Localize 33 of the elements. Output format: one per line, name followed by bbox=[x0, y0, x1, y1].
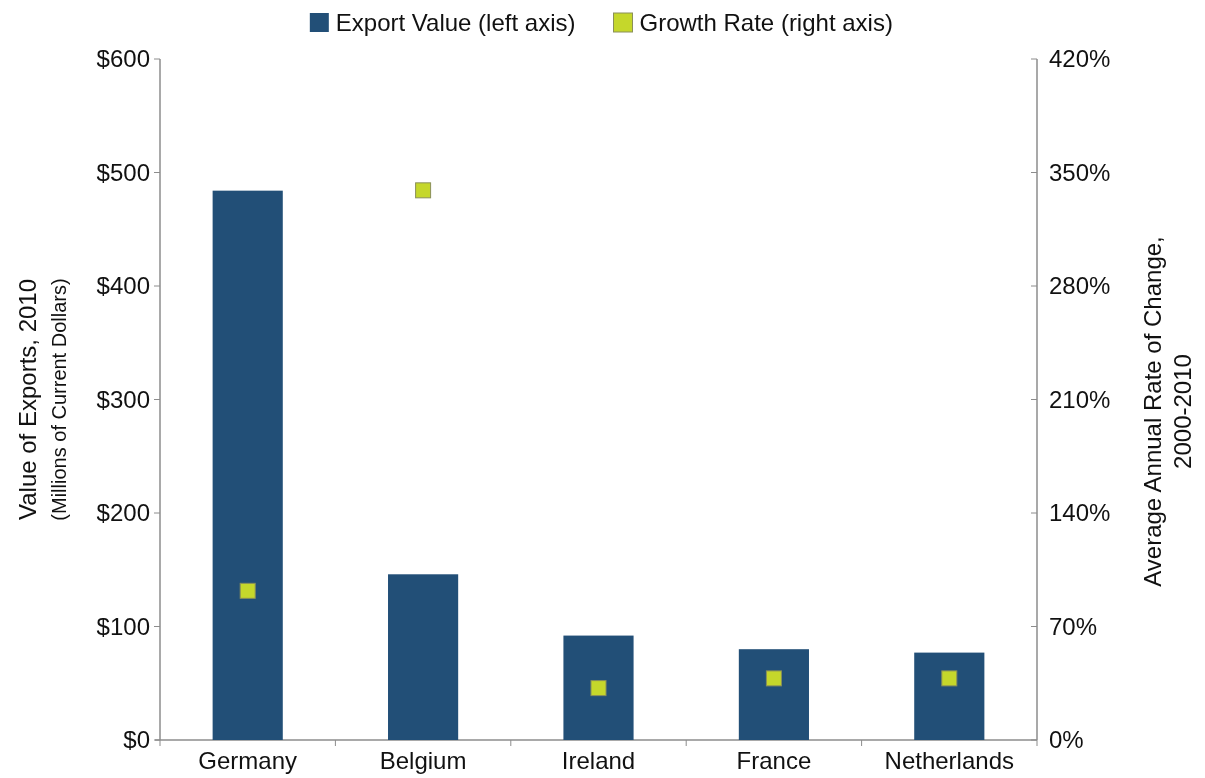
y2-tick-label: 280% bbox=[1049, 272, 1111, 300]
y2-tick-label: 70% bbox=[1049, 612, 1098, 640]
x-tick-label: Germany bbox=[198, 747, 298, 774]
y2-tick-label: 420% bbox=[1049, 45, 1111, 73]
x-tick-label: Netherlands bbox=[884, 747, 1015, 774]
point bbox=[590, 680, 607, 697]
point bbox=[239, 582, 256, 599]
bar bbox=[563, 635, 634, 740]
x-tick-label: France bbox=[736, 747, 812, 774]
legend-label: Export Value (left axis) bbox=[335, 8, 576, 36]
y-tick-label: $400 bbox=[96, 272, 150, 300]
legend-label: Growth Rate (right axis) bbox=[639, 8, 893, 36]
y-tick-label: $600 bbox=[96, 45, 150, 73]
point bbox=[765, 670, 782, 687]
bar bbox=[388, 574, 459, 740]
y2-tick-label: 350% bbox=[1049, 158, 1111, 186]
bar bbox=[212, 190, 283, 740]
x-tick-label: Belgium bbox=[379, 747, 467, 774]
y2-tick-label: 140% bbox=[1049, 499, 1111, 527]
y-tick-label: $200 bbox=[96, 499, 150, 527]
y2-tick-label: 210% bbox=[1049, 385, 1111, 413]
y2-tick-label: 0% bbox=[1049, 726, 1084, 754]
bar bbox=[914, 652, 985, 740]
y-tick-label: $0 bbox=[123, 726, 150, 754]
y-tick-label: $300 bbox=[96, 385, 150, 413]
y-tick-label: $100 bbox=[96, 612, 150, 640]
point bbox=[941, 670, 958, 687]
y2-axis-title: Average Annual Rate of Change, 2000-2010 bbox=[1139, 236, 1196, 587]
point bbox=[415, 182, 432, 199]
y-axis-title: Value of Exports, 2010 (Millions of Current Dollars) bbox=[14, 278, 70, 521]
x-tick-label: Ireland bbox=[561, 747, 636, 774]
y-tick-label: $500 bbox=[96, 158, 150, 186]
bar bbox=[738, 649, 809, 740]
